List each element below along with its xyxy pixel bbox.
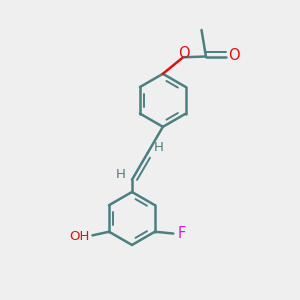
- Text: O: O: [229, 47, 240, 62]
- Text: F: F: [177, 226, 185, 241]
- Text: H: H: [116, 168, 126, 181]
- Text: O: O: [178, 46, 190, 62]
- Text: H: H: [154, 141, 164, 154]
- Text: OH: OH: [69, 230, 90, 243]
